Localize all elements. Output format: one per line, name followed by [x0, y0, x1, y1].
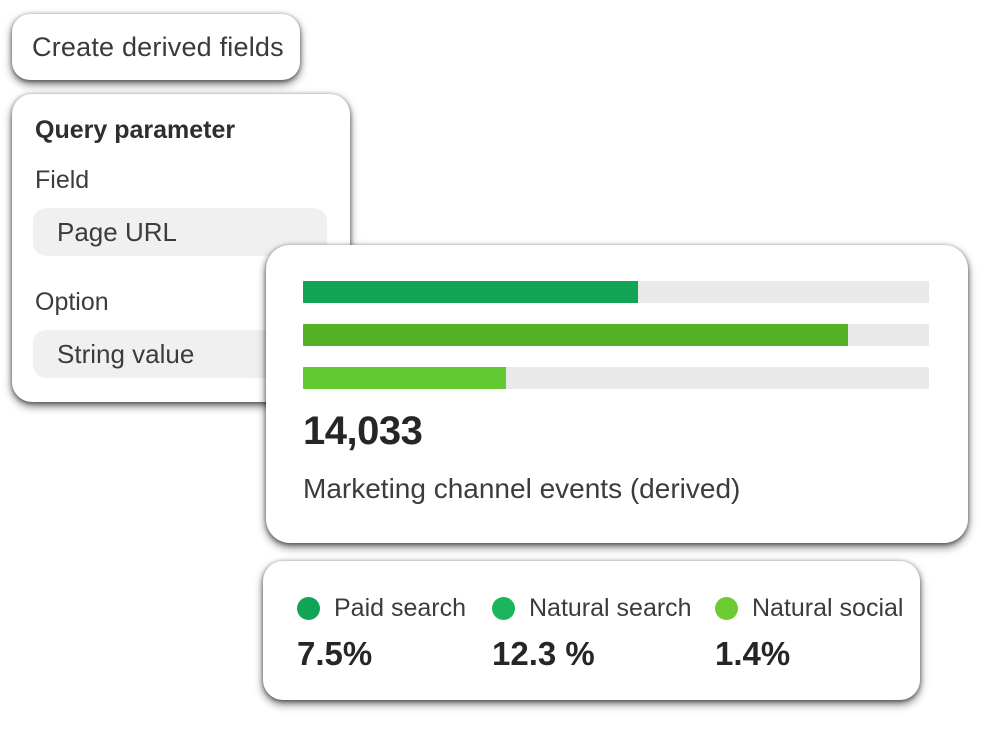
- legend-card: Paid search 7.5% Natural search 12.3 % N…: [263, 561, 920, 700]
- natural-search-percent: 12.3 %: [492, 635, 595, 672]
- marketing-channel-metric-card: 14,033 Marketing channel events (derived…: [266, 245, 968, 543]
- bar-fill-paid-search: [303, 281, 638, 303]
- metric-label: Marketing channel events (derived): [303, 473, 741, 504]
- legend-label: Natural social: [752, 594, 904, 622]
- legend-entry: Natural social: [715, 594, 903, 623]
- legend-label: Paid search: [334, 594, 467, 622]
- option-label: Option: [35, 288, 109, 316]
- bar-fill-natural-search: [303, 324, 848, 346]
- field-label: Field: [35, 166, 90, 194]
- bar-track-natural-search: [303, 324, 929, 346]
- field-select-value: Page URL: [57, 216, 177, 247]
- create-derived-fields-card: Create derived fields: [12, 14, 300, 80]
- natural-social-percent: 1.4%: [715, 635, 791, 672]
- page-title: Create derived fields: [32, 31, 284, 62]
- paid-search-dot-icon: [297, 597, 320, 620]
- bar-track-paid-search: [303, 281, 929, 303]
- query-parameter-heading: Query parameter: [35, 116, 236, 144]
- bar-track-natural-social: [303, 367, 929, 389]
- bar-fill-natural-social: [303, 367, 507, 389]
- option-select-value: String value: [57, 338, 195, 369]
- metric-value: 14,033: [303, 409, 423, 453]
- natural-social-dot-icon: [715, 597, 738, 620]
- legend-label: Natural search: [529, 594, 692, 622]
- legend-entry: Paid search: [297, 594, 466, 623]
- natural-search-dot-icon: [492, 597, 515, 620]
- legend-entry: Natural search: [492, 594, 692, 623]
- paid-search-percent: 7.5%: [297, 635, 373, 672]
